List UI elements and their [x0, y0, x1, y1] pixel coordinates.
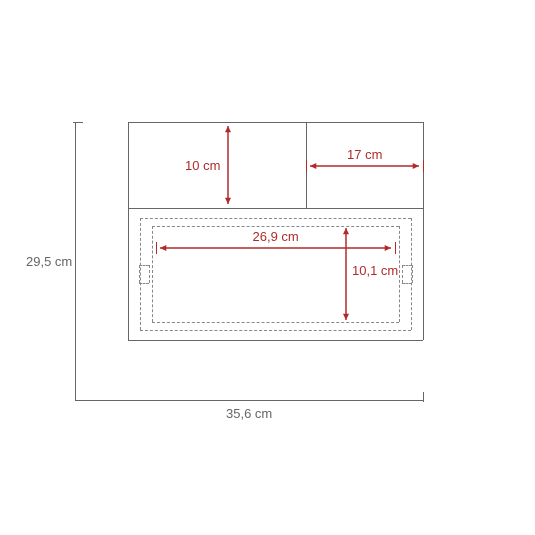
dimension-label: 35,6 cm: [226, 406, 272, 421]
dimension-label: 26,9 cm: [253, 229, 299, 244]
dimension-label: 17 cm: [347, 147, 382, 162]
dimension-label: 10 cm: [185, 158, 220, 173]
dimension-label: 10,1 cm: [352, 263, 398, 278]
dimension-label: 29,5 cm: [26, 254, 72, 269]
